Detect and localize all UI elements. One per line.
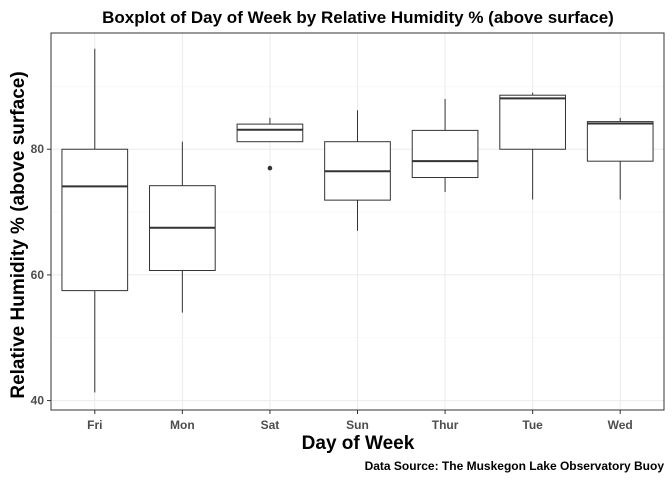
x-tick-label: Thur (432, 418, 459, 432)
box-group-sat (236, 117, 304, 171)
x-tick-label: Sun (346, 418, 369, 432)
box-iqr (411, 129, 479, 179)
x-axis-title: Day of Week (302, 433, 415, 454)
x-tick-label: Fri (87, 418, 102, 432)
box-iqr (586, 121, 654, 162)
x-tick-label: Mon (170, 418, 195, 432)
y-tick-label: 40 (31, 394, 45, 408)
y-tick-label: 60 (31, 268, 45, 282)
y-axis-title: Relative Humidity % (above surface) (8, 71, 29, 398)
box-group-sun (324, 110, 391, 231)
box-iqr (499, 94, 566, 150)
x-tick-label: Wed (608, 418, 633, 432)
box-iqr (61, 148, 129, 292)
box-group-mon (149, 141, 216, 313)
outlier-point (267, 165, 273, 171)
x-tick-label: Sat (261, 418, 280, 432)
box-iqr (236, 123, 304, 143)
y-tick-label: 80 (31, 142, 45, 156)
box-group-tue (499, 92, 566, 200)
box-group-fri (61, 48, 129, 393)
box-group-thur (411, 98, 479, 192)
chart-title: Boxplot of Day of Week by Relative Humid… (102, 8, 614, 27)
x-axis: Fri Mon Sat Sun Thur Tue Wed (87, 410, 633, 432)
y-axis: 40 60 80 (31, 142, 51, 408)
x-tick-label: Tue (522, 418, 543, 432)
data-source-caption: Data Source: The Muskegon Lake Observato… (365, 459, 665, 473)
box-group-wed (586, 117, 654, 200)
boxes-layer (61, 48, 654, 393)
